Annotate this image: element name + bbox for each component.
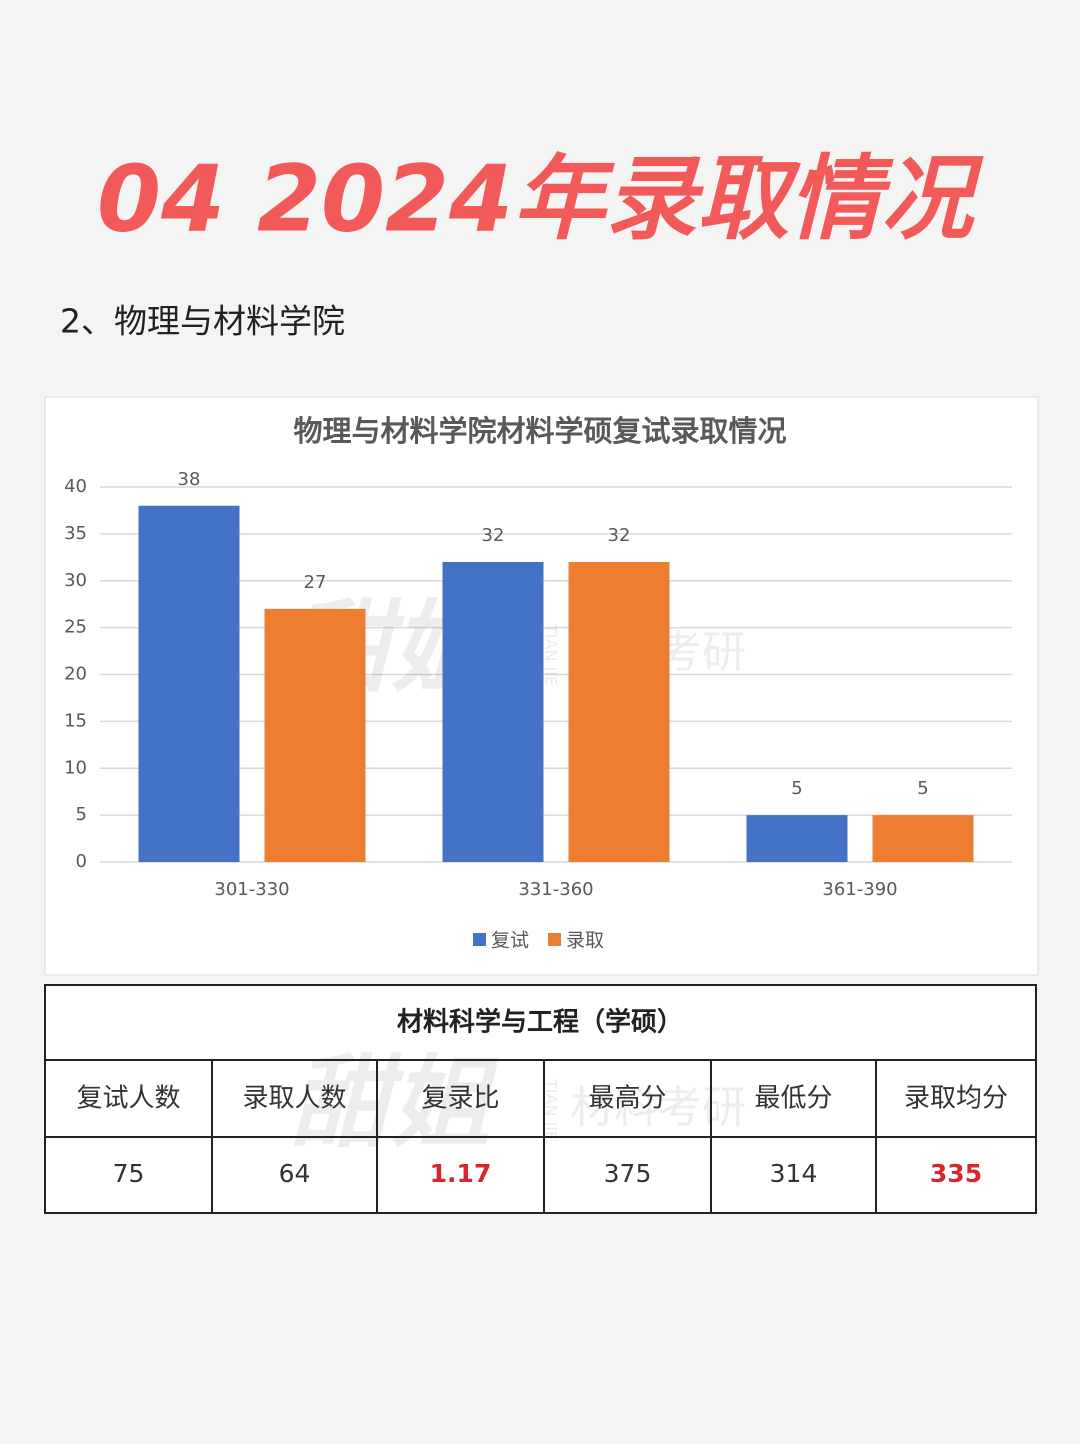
data-label: 32: [482, 525, 505, 546]
data-label: 5: [917, 778, 928, 799]
table-title: 材料科学与工程（学硕）: [397, 1007, 683, 1038]
y-tick-label: 10: [64, 757, 87, 778]
chart-title: 物理与材料学院材料学硕复试录取情况: [293, 414, 786, 448]
table-frame: [44, 984, 1037, 1214]
bar: [138, 505, 240, 862]
table-header-cell: 复试人数: [76, 1084, 180, 1114]
x-tick-label: 301-330: [214, 879, 289, 900]
table-value-cell: 75: [113, 1159, 145, 1188]
x-tick-label: 361-390: [822, 879, 897, 900]
data-label: 38: [178, 469, 201, 490]
watermark: TIAN JIE: [542, 1078, 561, 1141]
table-value-cell: 375: [604, 1159, 652, 1188]
bar: [746, 815, 848, 862]
y-tick-label: 5: [76, 804, 87, 825]
data-label: 5: [791, 778, 802, 799]
table-value-cell: 314: [770, 1159, 818, 1188]
legend-swatch: [548, 933, 561, 946]
y-tick-label: 35: [64, 523, 87, 544]
legend-swatch: [473, 933, 486, 946]
table-header-cell: 复录比: [421, 1084, 499, 1114]
watermark: TIAN JIE: [542, 623, 561, 686]
table-value-cell: 335: [930, 1159, 982, 1188]
table-value-cell: 1.17: [430, 1159, 492, 1188]
table-header-cell: 录取人数: [242, 1084, 346, 1114]
table-value-cell: 64: [279, 1159, 311, 1188]
section-title: 2、物理与材料学院: [60, 302, 345, 341]
table-header-cell: 最低分: [754, 1084, 832, 1114]
table-header-cell: 录取均分: [904, 1084, 1008, 1114]
data-label: 27: [304, 572, 327, 593]
y-tick-label: 0: [76, 851, 87, 872]
legend-label: 录取: [566, 930, 604, 952]
y-tick-label: 15: [64, 710, 87, 731]
bar: [442, 562, 544, 862]
data-label: 32: [608, 525, 631, 546]
bar: [264, 608, 366, 862]
y-tick-label: 25: [64, 617, 87, 638]
y-tick-label: 40: [64, 476, 87, 497]
table-header-cell: 最高分: [588, 1084, 666, 1114]
bar: [568, 562, 670, 862]
y-tick-label: 20: [64, 664, 87, 685]
bar: [872, 815, 974, 862]
watermark: 材料考研: [570, 1082, 746, 1133]
legend-label: 复试: [491, 930, 529, 952]
watermark: 甜姐: [290, 1044, 499, 1161]
page-title: 04 2024年录取情况: [97, 145, 984, 252]
y-tick-label: 30: [64, 570, 87, 591]
x-tick-label: 331-360: [518, 879, 593, 900]
